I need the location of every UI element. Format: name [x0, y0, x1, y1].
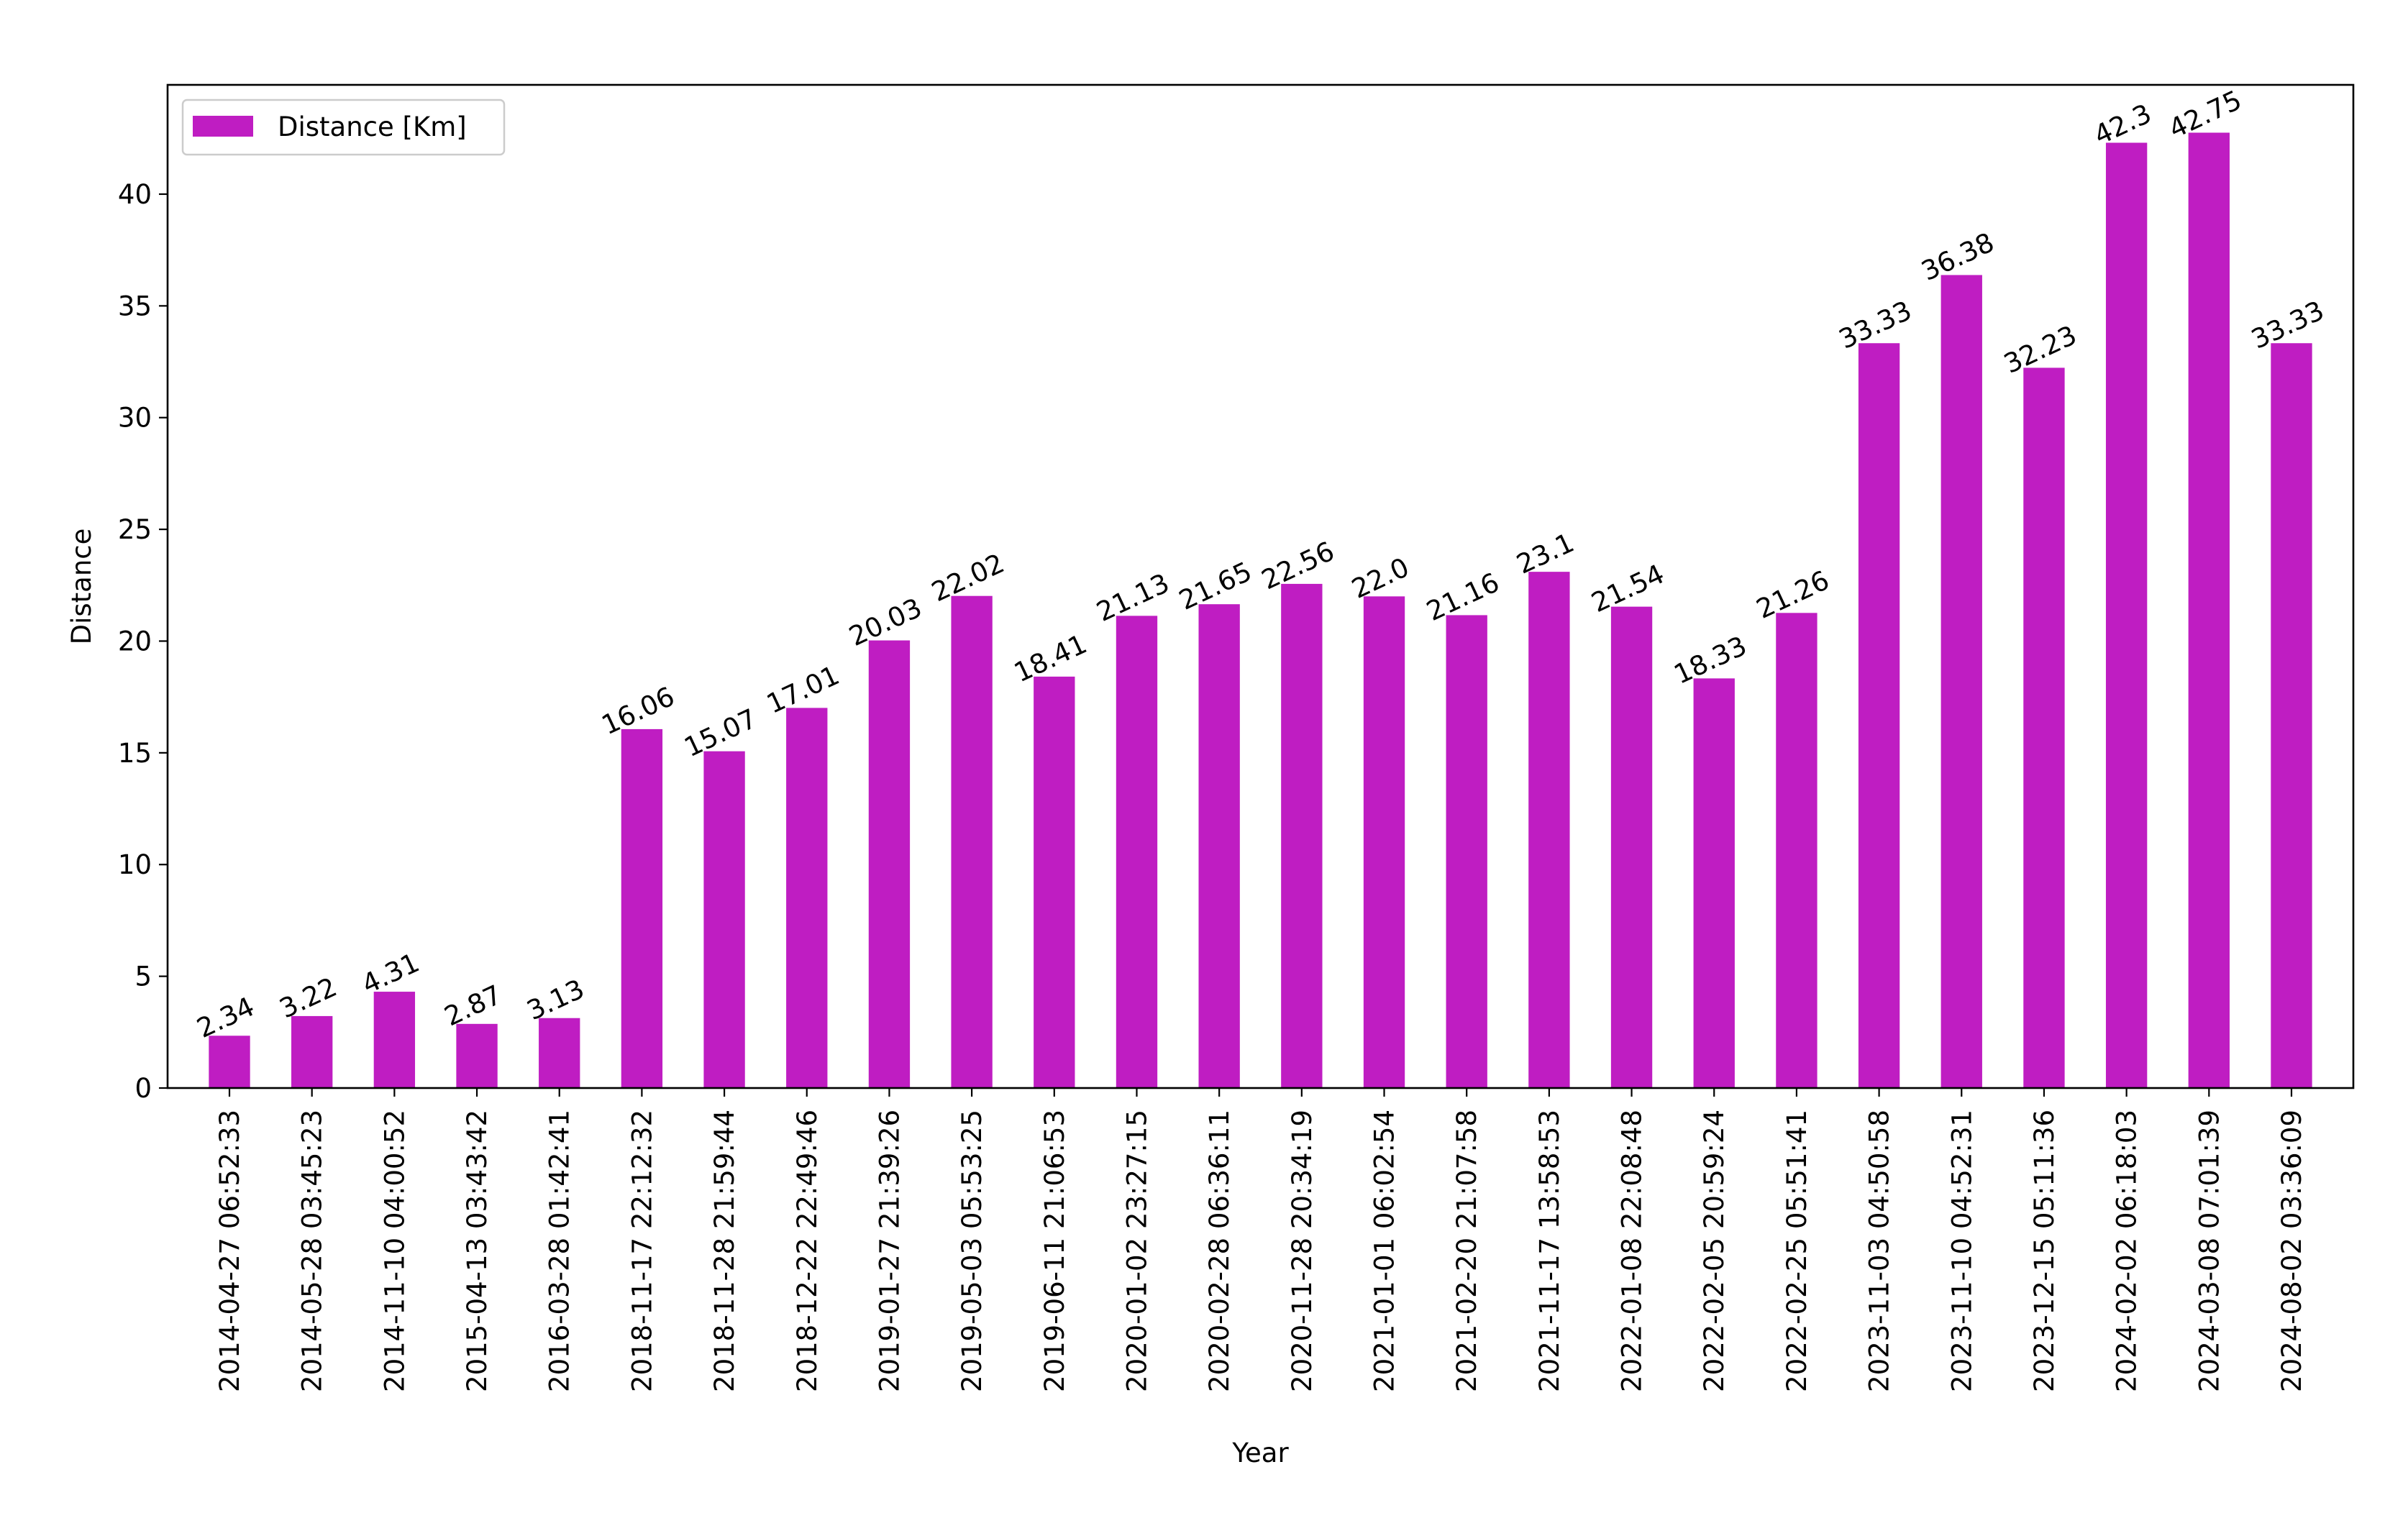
- x-tick-label: 2022-02-05 20:59:24: [1699, 1110, 1730, 1392]
- y-axis-label: Distance: [66, 529, 97, 645]
- bar: [1610, 606, 1653, 1088]
- y-tick-label: 20: [118, 626, 152, 657]
- bar: [2271, 343, 2312, 1088]
- bar: [2023, 367, 2065, 1088]
- x-tick-label: 2019-06-11 21:06:53: [1039, 1110, 1070, 1392]
- bar: [1858, 343, 1900, 1088]
- x-axis-label: Year: [1231, 1438, 1289, 1468]
- x-tick-label: 2020-01-02 23:27:15: [1121, 1110, 1152, 1392]
- bar: [539, 1018, 580, 1088]
- y-tick-label: 35: [118, 291, 152, 321]
- x-tick-label: 2023-12-15 05:11:36: [2029, 1110, 2060, 1392]
- x-tick-label: 2019-05-03 05:53:25: [957, 1110, 988, 1392]
- x-tick-label: 2015-04-13 03:43:42: [462, 1110, 493, 1392]
- bar: [1528, 572, 1570, 1088]
- x-tick-label: 2022-02-25 05:51:41: [1782, 1110, 1812, 1392]
- legend-label: Distance [Km]: [278, 111, 467, 142]
- x-tick-label: 2014-04-27 06:52:33: [214, 1110, 245, 1392]
- plot-frame: [166, 83, 2355, 1089]
- x-tick-label: 2018-11-17 22:12:32: [626, 1110, 657, 1392]
- bar: [1446, 615, 1487, 1088]
- x-axis: 2014-04-27 06:52:33 2014-05-28 03:45:23 20…: [214, 1088, 2307, 1392]
- bar: [1281, 583, 1323, 1088]
- x-tick-label: 2021-02-20 21:07:58: [1451, 1110, 1482, 1392]
- bar: [1116, 616, 1158, 1088]
- x-tick-label: 2023-11-10 04:52:31: [1946, 1110, 1977, 1392]
- y-tick-label: 40: [118, 179, 152, 210]
- x-tick-label: 2022-01-08 22:08:48: [1617, 1110, 1648, 1392]
- legend-box: [181, 99, 506, 156]
- bar: [1940, 275, 1982, 1089]
- x-tick-label: 2024-02-02 06:18:03: [2112, 1110, 2143, 1392]
- bar: [373, 992, 416, 1088]
- x-tick-label: 2016-03-28 01:42:41: [544, 1110, 575, 1392]
- bar: [291, 1015, 333, 1088]
- bar: [703, 751, 745, 1088]
- y-tick-label: 30: [118, 403, 152, 434]
- x-tick-label: 2019-01-27 21:39:26: [874, 1110, 905, 1392]
- y-axis: 0 5 10 15 20 25 30 35 40: [118, 179, 168, 1104]
- x-tick-label: 2023-11-03 04:50:58: [1864, 1110, 1895, 1392]
- bars-layer: [209, 132, 2312, 1089]
- bar: [1363, 596, 1405, 1088]
- y-tick-label: 5: [134, 961, 152, 992]
- bar: [1693, 678, 1735, 1088]
- y-tick-label: 0: [134, 1073, 152, 1104]
- bar: [868, 640, 911, 1088]
- bar: [951, 595, 993, 1088]
- y-tick-label: 15: [118, 738, 152, 769]
- bar: [2105, 142, 2148, 1089]
- bar: [2188, 132, 2230, 1088]
- bar: [786, 708, 828, 1088]
- bar: [456, 1023, 498, 1088]
- x-tick-label: 2021-01-01 06:02:54: [1369, 1110, 1400, 1392]
- x-tick-label: 2018-12-22 22:49:46: [792, 1110, 823, 1392]
- bar: [209, 1036, 250, 1088]
- x-tick-label: 2024-03-08 07:01:39: [2194, 1110, 2225, 1392]
- x-tick-label: 2021-11-17 13:58:53: [1534, 1110, 1565, 1392]
- x-tick-label: 2014-05-28 03:45:23: [297, 1110, 328, 1392]
- x-tick-label: 2020-11-28 20:34:19: [1287, 1110, 1318, 1392]
- y-tick-label: 25: [118, 514, 152, 545]
- bar: [1198, 604, 1240, 1088]
- x-tick-label: 2014-11-10 04:00:52: [379, 1110, 410, 1392]
- legend-swatch: [193, 116, 253, 137]
- x-tick-label: 2018-11-28 21:59:44: [709, 1110, 740, 1392]
- y-tick-label: 10: [118, 849, 152, 880]
- bar: [1034, 676, 1075, 1088]
- x-tick-label: 2024-08-02 03:36:09: [2276, 1110, 2307, 1392]
- x-tick-label: 2020-02-28 06:36:11: [1204, 1110, 1235, 1392]
- bar: [1776, 613, 1818, 1088]
- legend: Distance [Km]: [181, 99, 506, 156]
- bar: [621, 728, 663, 1088]
